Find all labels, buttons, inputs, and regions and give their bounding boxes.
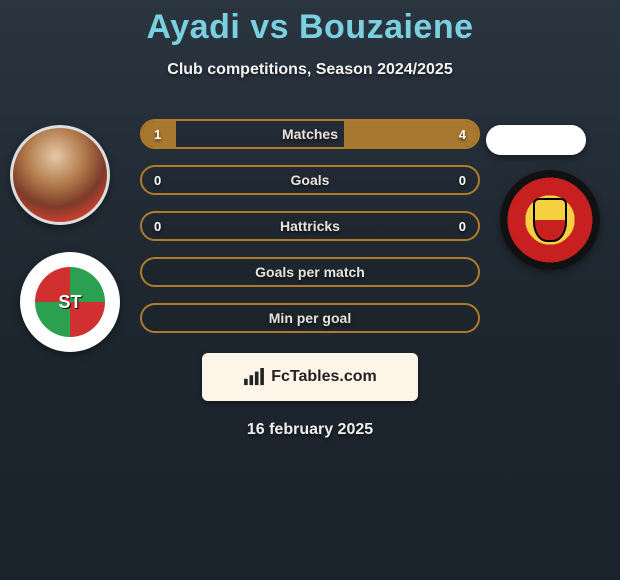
club-left-initials: ST [35,267,105,337]
player-right-avatar [486,125,586,155]
stat-row: Goals per match [140,257,480,287]
stat-row: Min per goal [140,303,480,333]
bar-chart-icon [243,368,265,386]
player-left-avatar [10,125,110,225]
footer-date: 16 february 2025 [0,421,620,439]
stat-left-value: 1 [154,127,161,142]
stat-right-value: 0 [459,219,466,234]
stat-label: Min per goal [269,310,351,326]
stat-right-value: 0 [459,173,466,188]
comparison-card: Ayadi vs Bouzaiene Club competitions, Se… [0,0,620,580]
stat-row: 0 0 Hattricks [140,211,480,241]
stat-label: Goals [291,172,330,188]
stat-right-value: 4 [459,127,466,142]
stat-label: Goals per match [255,264,365,280]
source-text: FcTables.com [271,368,377,386]
stat-left-value: 0 [154,173,161,188]
club-left-logo: ST [20,252,120,352]
stat-label: Hattricks [280,218,340,234]
stat-label: Matches [282,126,338,142]
stat-left-value: 0 [154,219,161,234]
source-badge[interactable]: FcTables.com [202,353,418,401]
club-right-shield-icon [533,198,567,242]
page-title: Ayadi vs Bouzaiene [0,8,620,47]
subtitle: Club competitions, Season 2024/2025 [0,61,620,79]
stat-row: 1 4 Matches [140,119,480,149]
club-right-logo [500,170,600,270]
stat-row: 0 0 Goals [140,165,480,195]
